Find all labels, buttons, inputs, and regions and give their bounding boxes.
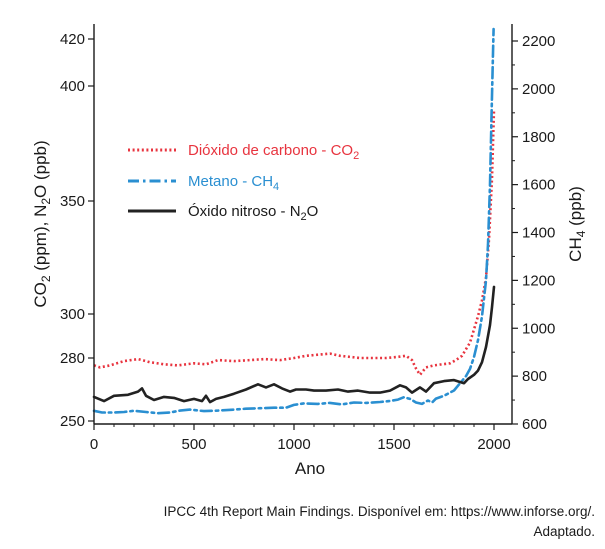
series-co2-line <box>93 108 496 377</box>
y-left-title-part: (ppm), N <box>31 205 50 276</box>
y-right-tick-label: 2000 <box>522 81 555 98</box>
series-n2o-line <box>92 285 496 404</box>
x-axis-title: Ano <box>295 459 325 478</box>
y-axis-left-title: CO2 (ppm), N2O (ppb) <box>31 140 53 307</box>
y-right-tick-label: 2200 <box>522 33 555 50</box>
legend: Dióxido de carbono - CO2 Metano - CH4 Óx… <box>128 142 359 223</box>
legend-label-n2o: Óxido nitroso - N2O <box>188 203 318 223</box>
y-left-title-part: O (ppb) <box>31 140 50 198</box>
y-right-title-sub: 4 <box>574 230 588 237</box>
caption-line-1: IPCC 4th Report Main Findings. Disponíve… <box>163 504 595 519</box>
y-axis-right-title: CH4 (ppb) <box>566 186 588 262</box>
y-right-tick-label: 1800 <box>522 129 555 146</box>
y-left-tick-label: 250 <box>60 413 85 430</box>
y-left-title-sub: 2 <box>39 198 53 205</box>
y-left-tick-label: 300 <box>60 306 85 323</box>
series-ch4-line <box>92 27 495 415</box>
y-left-tick-label: 420 <box>60 31 85 48</box>
x-tick-label: 500 <box>181 436 206 453</box>
y-right-tick-label: 800 <box>522 368 547 385</box>
y-right-title-part: (ppb) <box>566 186 585 230</box>
y-left-tick-label: 350 <box>60 193 85 210</box>
source-caption: IPCC 4th Report Main Findings. Disponíve… <box>5 502 595 542</box>
y-left-tick-label: 400 <box>60 78 85 95</box>
y-left-title-sub: 2 <box>39 275 53 282</box>
legend-label-co2: Dióxido de carbono - CO2 <box>188 142 359 162</box>
y-right-tick-label: 600 <box>522 416 547 433</box>
y-left-title-part: CO <box>31 282 50 308</box>
y-right-tick-label: 1000 <box>522 320 555 337</box>
plot-series <box>92 27 496 415</box>
y-right-tick-label: 1600 <box>522 177 555 194</box>
axes <box>93 24 513 425</box>
y-right-tick-label: 1400 <box>522 225 555 242</box>
x-tick-label: 0 <box>90 436 98 453</box>
y-left-tick-label: 280 <box>60 350 85 367</box>
x-tick-label: 2000 <box>477 436 510 453</box>
y-right-title-part: CH <box>566 237 585 262</box>
chart: 0 500 1000 1500 2000 250 280 300 350 400 420 600 800… <box>31 24 588 478</box>
x-tick-label: 1000 <box>277 436 310 453</box>
legend-label-ch4: Metano - CH4 <box>188 173 279 193</box>
ticks: 0 500 1000 1500 2000 250 280 300 350 400 420 600 800… <box>60 31 555 453</box>
y-right-tick-label: 1200 <box>522 272 555 289</box>
caption-line-2: Adaptado. <box>533 524 595 539</box>
x-tick-label: 1500 <box>377 436 410 453</box>
